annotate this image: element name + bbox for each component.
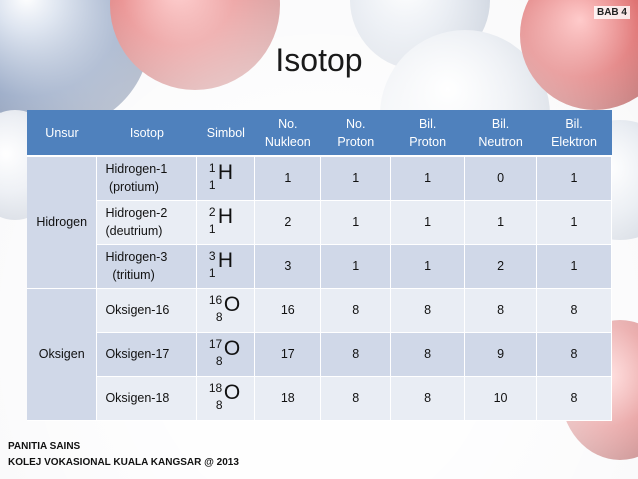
header-bil-neutron: Bil. Neutron: [464, 110, 537, 157]
electron-count: 8: [536, 288, 612, 333]
proton-count: 8: [390, 332, 466, 377]
electron-count: 1: [536, 200, 612, 245]
proton-number: 8: [320, 288, 392, 333]
nucleon-number: 16: [254, 288, 322, 333]
nucleon-number: 3: [254, 244, 322, 289]
proton-count: 1: [390, 244, 466, 289]
isotope-symbol: 16 8 O: [196, 288, 256, 333]
header-isotop: Isotop: [96, 110, 197, 157]
neutron-count: 10: [464, 376, 538, 421]
proton-count: 8: [390, 376, 466, 421]
nucleon-number: 1: [254, 156, 322, 201]
proton-number: 1: [320, 244, 392, 289]
proton-number: 1: [320, 200, 392, 245]
header-simbol: Simbol: [196, 110, 255, 157]
chapter-label: BAB 4: [593, 6, 630, 19]
table-row: Oksigen Oksigen-16 16 8 O 16 8 8 8 8: [27, 288, 612, 421]
isotope-table: Unsur Isotop Simbol No. Nukleon No. Proton…: [27, 110, 612, 421]
proton-number: 8: [320, 376, 392, 421]
table-header-row: Unsur Isotop Simbol No. Nukleon No. Proton…: [27, 110, 612, 157]
header-no-nukleon: No. Nukleon: [254, 110, 321, 157]
footer-line-1: PANITIA SAINS: [8, 441, 81, 452]
element-name: Hidrogen: [27, 156, 98, 289]
isotope-name: Hidrogen-2 (deutrium): [96, 200, 198, 245]
element-name: Oksigen: [27, 288, 98, 421]
isotope-symbol: 17 8 O: [196, 332, 256, 377]
neutron-count: 1: [464, 200, 538, 245]
proton-count: 8: [390, 288, 466, 333]
isotope-name: Hidrogen-1 (protium): [96, 156, 198, 201]
neutron-count: 0: [464, 156, 538, 201]
proton-number: 8: [320, 332, 392, 377]
nucleon-number: 2: [254, 200, 322, 245]
table-row: Oksigen-17 17 8 O 17 8 8 9 8: [27, 332, 612, 377]
footer-line-2: KOLEJ VOKASIONAL KUALA KANGSAR @ 2013: [8, 457, 239, 468]
page-title: Isotop: [275, 42, 363, 78]
neutron-count: 8: [464, 288, 538, 333]
table-row: Oksigen-18 18 8 O 18 8 8 10 8: [27, 376, 612, 421]
footer-credit: PANITIA SAINS KOLEJ VOKASIONAL KUALA KAN…: [8, 439, 239, 471]
isotope-name: Oksigen-17: [96, 332, 198, 377]
isotope-symbol: 18 8 O: [196, 376, 256, 421]
proton-count: 1: [390, 156, 466, 201]
header-bil-elektron: Bil. Elektron: [536, 110, 612, 157]
nucleon-number: 17: [254, 332, 322, 377]
proton-number: 1: [320, 156, 392, 201]
electron-count: 1: [536, 156, 612, 201]
header-unsur: Unsur: [27, 110, 97, 157]
electron-count: 1: [536, 244, 612, 289]
electron-count: 8: [536, 376, 612, 421]
proton-count: 1: [390, 200, 466, 245]
isotope-name: Oksigen-16: [96, 288, 198, 333]
header-no-proton: No. Proton: [320, 110, 391, 157]
nucleon-number: 18: [254, 376, 322, 421]
isotope-name: Oksigen-18: [96, 376, 198, 421]
neutron-count: 2: [464, 244, 538, 289]
electron-count: 8: [536, 332, 612, 377]
header-bil-proton: Bil. Proton: [390, 110, 465, 157]
neutron-count: 9: [464, 332, 538, 377]
isotope-name: Hidrogen-3 (tritium): [96, 244, 198, 289]
